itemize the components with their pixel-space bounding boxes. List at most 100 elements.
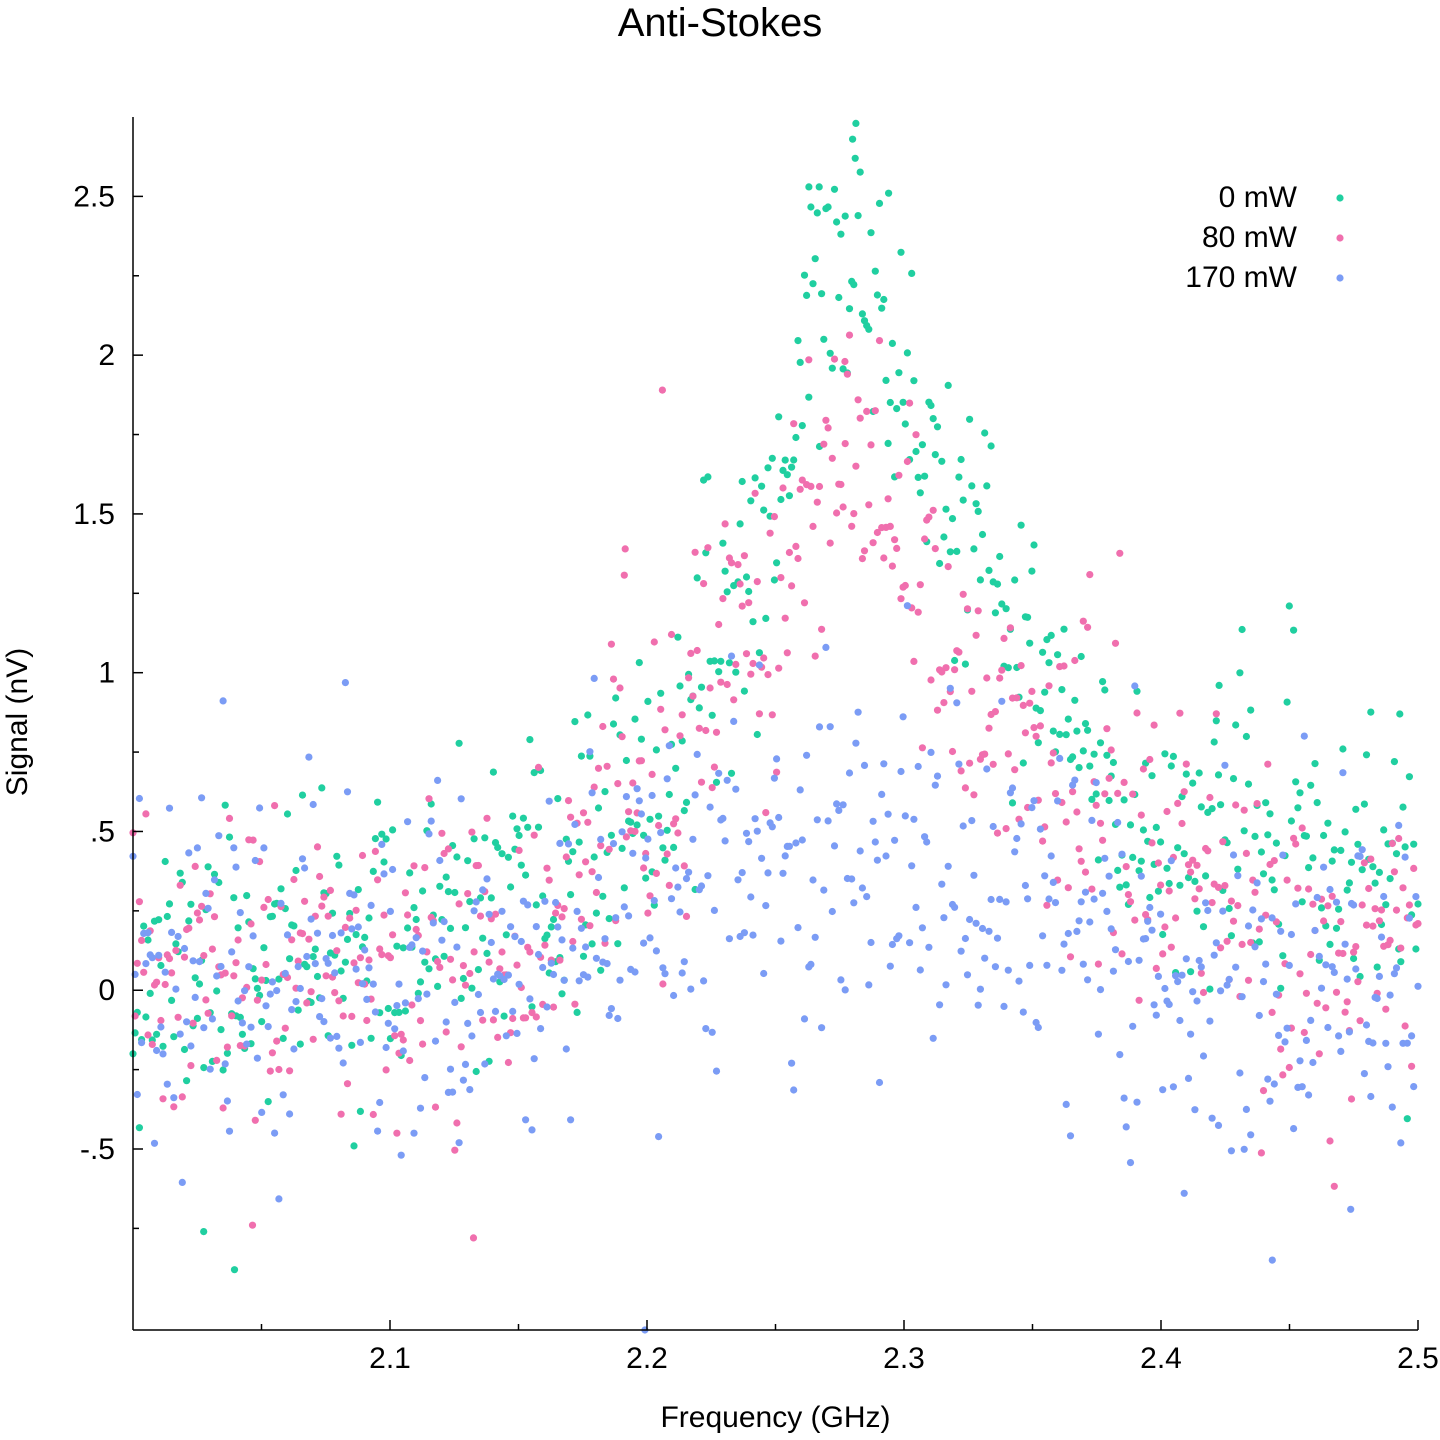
data-point (318, 995, 326, 1003)
data-point (1199, 923, 1208, 931)
data-point (710, 657, 719, 665)
data-point (1257, 1149, 1265, 1157)
data-point (363, 1016, 371, 1025)
data-point (811, 933, 819, 941)
data-point (202, 996, 210, 1004)
data-point (1109, 758, 1117, 767)
data-point (230, 1266, 239, 1274)
data-point (693, 574, 701, 582)
data-point (1326, 940, 1334, 949)
data-point (1247, 706, 1255, 714)
data-point (1212, 717, 1220, 725)
data-point (1371, 905, 1379, 913)
data-point (1159, 950, 1167, 958)
data-point (157, 961, 165, 970)
data-point (183, 1018, 191, 1026)
data-point (457, 994, 465, 1003)
data-point (1399, 884, 1407, 892)
data-point (288, 1006, 296, 1014)
data-point (1219, 838, 1227, 846)
data-point (781, 456, 789, 464)
data-point (901, 812, 909, 820)
data-point (389, 865, 397, 874)
data-point (614, 940, 622, 948)
data-point (788, 1059, 796, 1067)
data-point (356, 1107, 364, 1115)
data-point (635, 659, 643, 667)
data-point (1225, 975, 1233, 984)
data-point (1137, 811, 1145, 819)
data-point (275, 975, 283, 983)
data-point (210, 876, 219, 884)
data-point (607, 831, 616, 839)
data-point (622, 833, 631, 841)
data-point (176, 881, 184, 889)
data-point (1292, 778, 1300, 786)
data-point (942, 664, 950, 672)
data-point (1054, 651, 1062, 659)
data-point (1193, 907, 1201, 915)
data-point (1234, 902, 1242, 910)
data-point (1092, 801, 1100, 809)
data-point (223, 1097, 231, 1105)
data-point (914, 473, 922, 481)
data-point (322, 972, 330, 980)
data-point (1350, 901, 1358, 909)
data-point (292, 866, 300, 875)
data-point (564, 797, 573, 805)
data-point (693, 750, 701, 759)
data-point (674, 633, 682, 641)
data-point (1011, 576, 1019, 584)
data-point (1197, 803, 1205, 811)
data-point (858, 310, 867, 318)
data-point (1330, 846, 1338, 854)
data-point (1191, 895, 1199, 903)
data-point (1086, 762, 1094, 770)
data-point (1232, 721, 1240, 729)
data-point (453, 943, 461, 951)
data-point (1206, 1017, 1214, 1025)
data-point (140, 922, 148, 930)
data-point (397, 1151, 405, 1159)
data-point (646, 934, 654, 942)
data-point (1236, 1069, 1244, 1077)
data-point (157, 1016, 165, 1025)
data-point (564, 840, 573, 848)
data-point (697, 778, 706, 786)
data-point (1277, 1045, 1285, 1053)
data-point (1024, 895, 1032, 903)
data-point (1124, 957, 1132, 966)
data-point (236, 909, 244, 917)
data-point (1157, 881, 1165, 889)
data-point (1272, 990, 1280, 998)
data-point (745, 838, 753, 846)
data-point (545, 797, 553, 805)
data-point (476, 1008, 485, 1017)
data-point (442, 873, 450, 881)
data-point (1060, 625, 1068, 633)
data-point (1169, 752, 1177, 761)
data-point (374, 876, 382, 884)
data-point (880, 295, 888, 304)
data-point (470, 907, 478, 915)
data-point (685, 868, 693, 876)
data-point (976, 985, 985, 993)
data-point (210, 870, 219, 878)
data-point (996, 674, 1004, 682)
data-point (290, 922, 298, 930)
data-point (704, 872, 712, 880)
data-point (275, 1065, 283, 1074)
data-point (758, 854, 766, 862)
data-point (438, 936, 446, 944)
data-point (1390, 970, 1398, 978)
legend-marker (1336, 194, 1344, 202)
data-point (983, 482, 991, 490)
data-point (914, 762, 922, 771)
data-point (1362, 921, 1371, 929)
data-point (341, 923, 349, 932)
data-point (1152, 823, 1160, 832)
data-point (910, 377, 918, 385)
data-point (509, 1014, 517, 1023)
data-point (882, 852, 890, 860)
data-point (294, 957, 302, 965)
